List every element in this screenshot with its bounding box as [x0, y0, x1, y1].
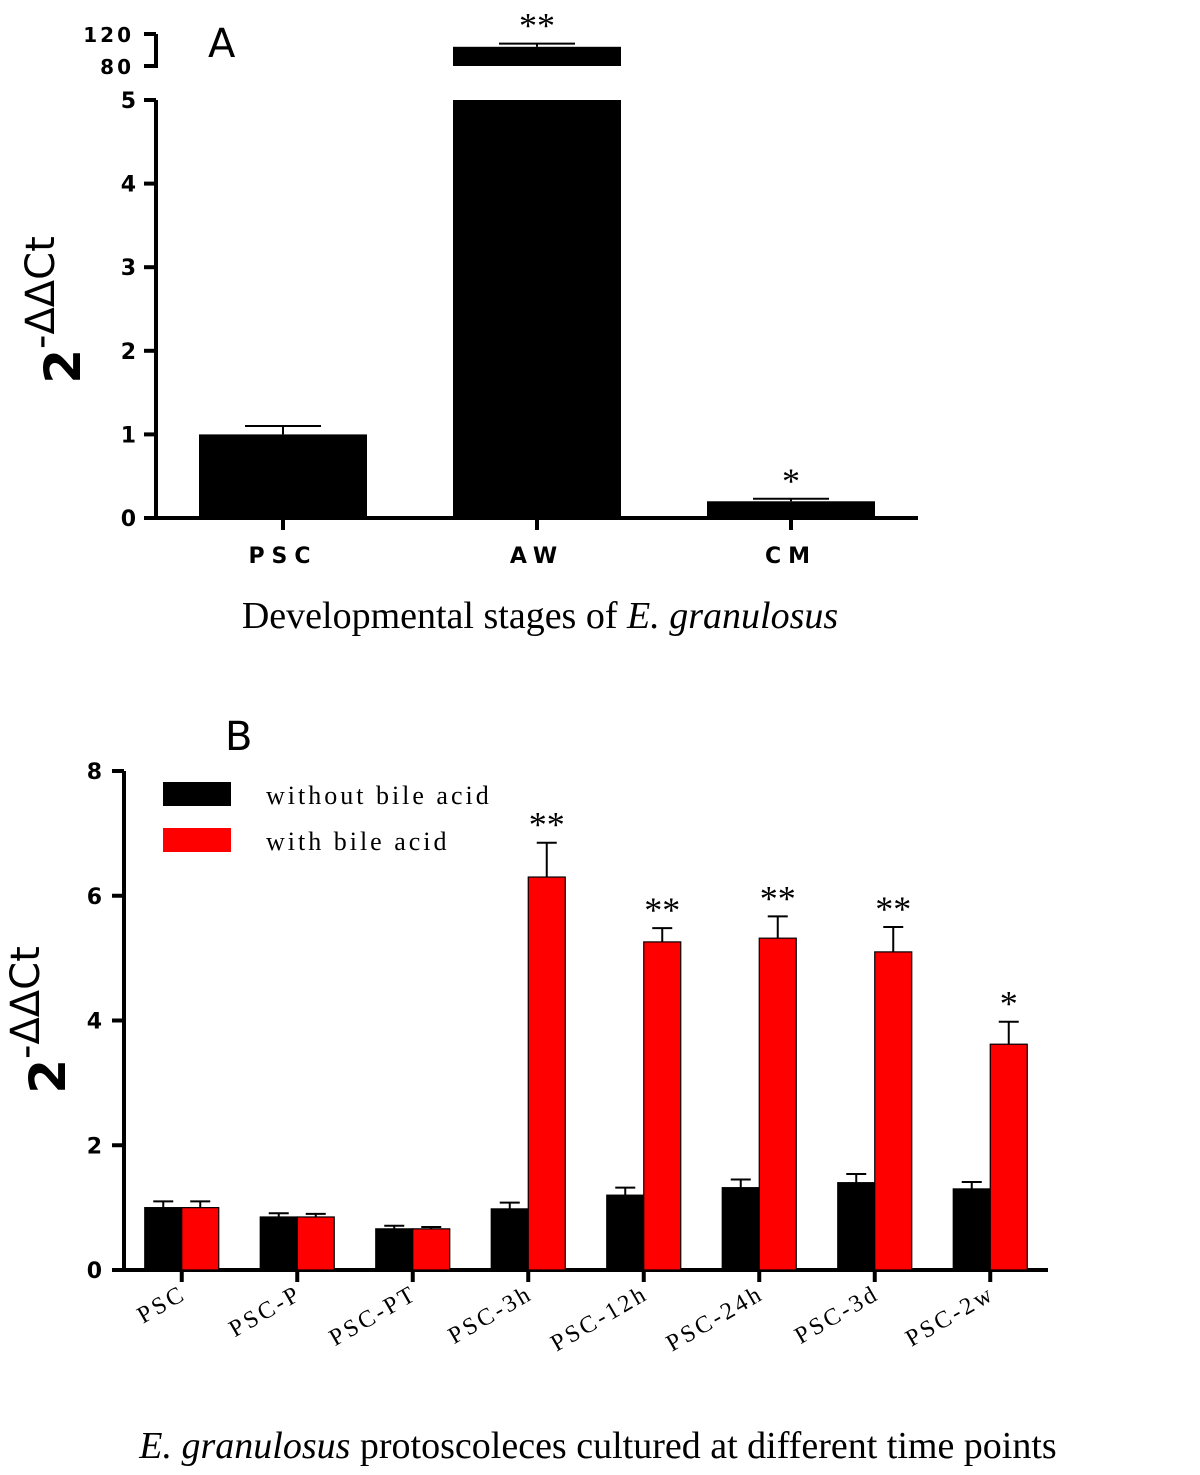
bar-psc-12h-without-bile-acid — [606, 1194, 645, 1271]
legend-swatch-without-bile-acid — [163, 782, 231, 806]
significance-psc-24h-with-bile-acid: ** — [760, 878, 796, 918]
x-tick-label-psc-p: PSC-P — [225, 1281, 306, 1343]
panel-b-legend: without bile acid with bile acid — [163, 781, 492, 856]
panel-a-bars: *** — [199, 6, 875, 518]
significance-aw: ** — [519, 6, 555, 46]
x-tick-label-cm: CM — [765, 544, 817, 569]
panel-a-y-tick-label: 120 — [83, 23, 134, 47]
panel-b-bars: **** ** *** — [144, 805, 1028, 1271]
x-tick-label-psc-3d: PSC-3d — [790, 1281, 883, 1350]
bar-psc-pt-without-bile-acid — [375, 1228, 414, 1271]
significance-psc-3d-with-bile-acid: ** — [875, 889, 911, 929]
legend-label-with-bile-acid: with bile acid — [266, 827, 450, 856]
bar-psc — [199, 434, 367, 518]
panel-b-x-axis-label: E. granulosus protoscoleces cultured at … — [138, 1425, 1056, 1467]
panel-a-tick-labels: 0 1 2 3 4 5 80 120 PSC AW CM — [83, 23, 817, 569]
significance-psc-12h-with-bile-acid: ** — [644, 890, 680, 930]
bar-psc-3h-without-bile-acid — [490, 1208, 529, 1271]
bar-psc-2w-with-bile-acid — [989, 1043, 1028, 1271]
bar-cm — [707, 501, 875, 518]
bar-psc-with-bile-acid — [181, 1207, 220, 1271]
panel-a-y-tick-label: 2 — [121, 340, 136, 365]
x-tick-label-psc-24h: PSC-24h — [662, 1281, 768, 1357]
panel-a-y-axis-label: 2-ΔΔCt — [18, 236, 92, 384]
panel-b-y-tick-label: 0 — [87, 1259, 102, 1284]
x-tick-label-aw: AW — [510, 544, 564, 569]
significance-cm: * — [782, 461, 800, 501]
panel-b-y-tick-label: 6 — [87, 885, 102, 910]
panel-b-letter: B — [225, 714, 252, 760]
panel-a-x-axis-label: Developmental stages of E. granulosus — [242, 595, 838, 637]
bar-aw-upper — [453, 46, 621, 66]
panel-a-letter: A — [208, 21, 236, 67]
x-tick-label-psc: PSC — [133, 1281, 191, 1329]
bar-psc-p-without-bile-acid — [259, 1216, 298, 1271]
panel-b-y-axis-label: 2-ΔΔCt — [3, 946, 77, 1094]
panel-b-y-tick-label: 2 — [87, 1134, 102, 1159]
panel-a-y-tick-label: 4 — [121, 173, 136, 198]
x-tick-label-psc-2w: PSC-2w — [901, 1281, 999, 1353]
x-tick-label-psc-12h: PSC-12h — [546, 1281, 652, 1357]
panel-a-y-tick-label: 80 — [100, 55, 134, 79]
bar-psc-3d-with-bile-acid — [874, 951, 913, 1271]
bar-aw — [453, 100, 621, 518]
panel-b-y-tick-label: 8 — [87, 760, 102, 785]
panel-a-y-tick-label: 5 — [121, 89, 136, 114]
bar-psc-24h-with-bile-acid — [758, 937, 797, 1271]
bar-psc-24h-without-bile-acid — [721, 1187, 760, 1271]
x-tick-label-psc-pt: PSC-PT — [325, 1281, 422, 1352]
bar-psc-p-with-bile-acid — [296, 1216, 335, 1271]
significance-psc-3h-with-bile-acid: ** — [529, 805, 565, 845]
bar-psc-pt-with-bile-acid — [412, 1228, 451, 1271]
legend-label-without-bile-acid: without bile acid — [266, 781, 492, 810]
panel-b-y-tick-label: 4 — [87, 1010, 102, 1035]
legend-swatch-with-bile-acid — [163, 828, 231, 852]
bar-psc-2w-without-bile-acid — [952, 1188, 991, 1271]
bar-psc-12h-with-bile-acid — [643, 941, 682, 1271]
x-tick-label-psc: PSC — [248, 544, 317, 569]
significance-psc-2w-with-bile-acid: * — [1000, 984, 1018, 1024]
bar-psc-3h-with-bile-acid — [527, 876, 566, 1271]
panel-a-y-tick-label: 3 — [121, 256, 136, 281]
bar-psc-without-bile-acid — [144, 1207, 183, 1271]
x-tick-label-psc-3h: PSC-3h — [444, 1281, 537, 1350]
bar-psc-3d-without-bile-acid — [837, 1182, 876, 1271]
panel-a-y-tick-label: 1 — [121, 423, 136, 448]
panel-a-y-tick-label: 0 — [121, 507, 136, 532]
